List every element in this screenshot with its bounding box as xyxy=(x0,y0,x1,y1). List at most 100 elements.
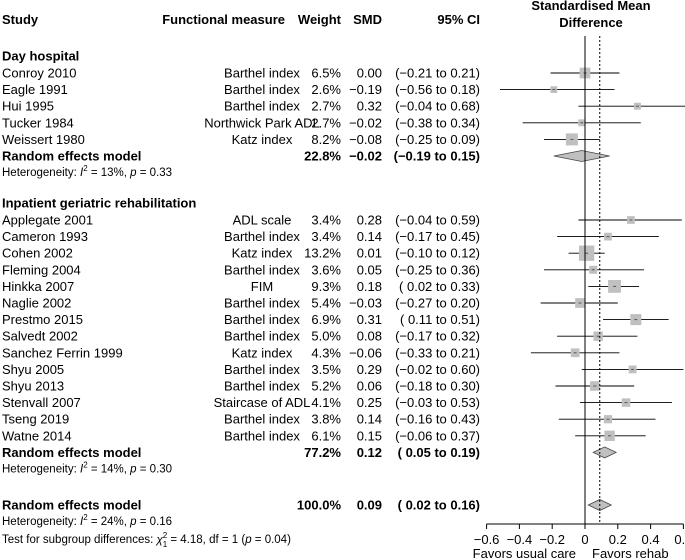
study-weight: 13.2% xyxy=(304,246,341,261)
study-weight: 4.3% xyxy=(311,345,341,360)
functional-measure: Barthel index xyxy=(224,412,300,427)
study-name: Stenvall 2007 xyxy=(2,395,81,410)
study-ci: (−0.17 to 0.45) xyxy=(395,229,480,244)
subgroup-test-prefix: Test for subgroup differences: xyxy=(2,534,157,546)
study-ci: (−0.18 to 0.30) xyxy=(395,379,480,394)
study-name: Shyu 2013 xyxy=(2,379,64,394)
overall-heterogeneity-ptail: = 0.16 xyxy=(137,516,173,528)
study-name: Tseng 2019 xyxy=(2,412,69,427)
heterogeneity: Heterogeneity: I2 = 13%, p = 0.33 xyxy=(2,164,172,179)
header-weight: Weight xyxy=(298,12,342,27)
functional-measure: Barthel index xyxy=(224,329,300,344)
overall-heterogeneity: Heterogeneity: I2 = 24%, p = 0.16 xyxy=(2,513,172,528)
functional-measure: Staircase of ADL xyxy=(214,395,311,410)
heterogeneity-prefix: Heterogeneity: xyxy=(2,463,80,475)
study-ci: (−0.38 to 0.34) xyxy=(395,115,480,130)
study-name: Hinkka 2007 xyxy=(2,279,74,294)
study-ci: ( 0.02 to 0.33) xyxy=(399,279,480,294)
functional-measure: ADL scale xyxy=(233,213,292,228)
study-weight: 6.1% xyxy=(311,428,341,443)
summary-smd: 0.12 xyxy=(357,445,382,460)
functional-measure: Katz index xyxy=(232,132,293,147)
study-name: Cameron 1993 xyxy=(2,229,88,244)
study-weight: 2.6% xyxy=(311,82,341,97)
study-smd: −0.03 xyxy=(349,296,382,311)
study-ci: (−0.21 to 0.21) xyxy=(395,66,480,81)
functional-measure: Barthel index xyxy=(224,66,300,81)
heterogeneity-prefix: Heterogeneity: xyxy=(2,167,80,179)
header-ci: 95% CI xyxy=(437,12,480,27)
header-study: Study xyxy=(2,12,39,27)
heterogeneity-i: I xyxy=(80,463,84,475)
study-smd: 0.06 xyxy=(357,379,382,394)
functional-measure: Barthel index xyxy=(224,312,300,327)
x-tick-label: −0.4 xyxy=(507,532,533,547)
header-smd: SMD xyxy=(353,12,382,27)
study-name: Sanchez Ferrin 1999 xyxy=(2,345,123,360)
study-name: Prestmo 2015 xyxy=(2,312,83,327)
x-tick-label: 0.4 xyxy=(642,532,660,547)
overall-label: Random effects model xyxy=(2,498,141,513)
heterogeneity-i: I xyxy=(80,167,84,179)
study-ci: (−0.04 to 0.68) xyxy=(395,99,480,114)
study-smd: 0.01 xyxy=(357,246,382,261)
study-smd: −0.02 xyxy=(349,115,382,130)
x-tick-label: 0.2 xyxy=(609,532,627,547)
study-weight: 3.8% xyxy=(311,412,341,427)
x-tick-label: 0 xyxy=(581,532,588,547)
forest-rows: Day hospital Conroy 2010 Barthel index 6.5%… xyxy=(2,49,685,549)
study-weight: 4.1% xyxy=(311,395,341,410)
subgroup-test-p: p xyxy=(244,534,252,546)
subgroup-test-sup: 2 xyxy=(163,531,168,540)
overall-ci: ( 0.02 to 0.16) xyxy=(398,498,480,513)
study-weight: 5.2% xyxy=(311,379,341,394)
study-smd: 0.14 xyxy=(357,229,382,244)
summary-label: Random effects model xyxy=(2,149,141,164)
study-weight: 2.7% xyxy=(311,115,341,130)
study-ci: (−0.17 to 0.32) xyxy=(395,329,480,344)
overall-heterogeneity-prefix: Heterogeneity: xyxy=(2,516,80,528)
study-ci: (−0.27 to 0.20) xyxy=(395,296,480,311)
overall-heterogeneity-rest: = 24%, xyxy=(88,516,131,528)
study-smd: 0.00 xyxy=(357,66,382,81)
study-name: Tucker 1984 xyxy=(2,115,74,130)
functional-measure: Barthel index xyxy=(224,296,300,311)
study-smd: 0.31 xyxy=(357,312,382,327)
study-name: Naglie 2002 xyxy=(2,296,71,311)
study-ci: (−0.06 to 0.37) xyxy=(395,428,480,443)
study-smd: 0.25 xyxy=(357,395,382,410)
favors-left-label: Favors usual care xyxy=(473,546,576,560)
study-name: Conroy 2010 xyxy=(2,66,76,81)
study-name: Hui 1995 xyxy=(2,99,54,114)
study-smd: 0.05 xyxy=(357,262,382,277)
functional-measure: Barthel index xyxy=(224,99,300,114)
subgroup-test-rest: = 4.18, df = 1 ( xyxy=(167,534,245,546)
functional-measure: Barthel index xyxy=(224,262,300,277)
summary-diamond xyxy=(553,150,610,162)
functional-measure: Barthel index xyxy=(224,428,300,443)
heterogeneity: Heterogeneity: I2 = 14%, p = 0.30 xyxy=(2,460,172,475)
header-row: Study Functional measure Weight SMD 95% … xyxy=(2,0,651,30)
summary-weight: 77.2% xyxy=(304,445,341,460)
summary-ci: (−0.19 to 0.15) xyxy=(394,149,480,164)
study-ci: ( 0.11 to 0.51) xyxy=(400,312,480,327)
study-ci: (−0.02 to 0.60) xyxy=(395,362,480,377)
study-smd: −0.08 xyxy=(349,132,382,147)
overall-smd: 0.09 xyxy=(357,498,382,513)
heterogeneity-p: p xyxy=(129,167,137,179)
summary-weight: 22.8% xyxy=(304,149,341,164)
study-weight: 2.7% xyxy=(311,99,341,114)
study-name: Watne 2014 xyxy=(2,428,72,443)
functional-measure: FIM xyxy=(251,279,273,294)
study-ci: (−0.25 to 0.36) xyxy=(395,262,480,277)
x-tick-label: −0.6 xyxy=(474,532,500,547)
heterogeneity-p: p xyxy=(129,463,137,475)
study-ci: (−0.56 to 0.18) xyxy=(395,82,480,97)
study-weight: 3.6% xyxy=(311,262,341,277)
overall-heterogeneity-i: I xyxy=(80,516,84,528)
study-smd: 0.14 xyxy=(357,412,382,427)
heterogeneity-rest: = 14%, xyxy=(88,463,131,475)
study-weight: 6.9% xyxy=(311,312,341,327)
study-name: Shyu 2005 xyxy=(2,362,64,377)
